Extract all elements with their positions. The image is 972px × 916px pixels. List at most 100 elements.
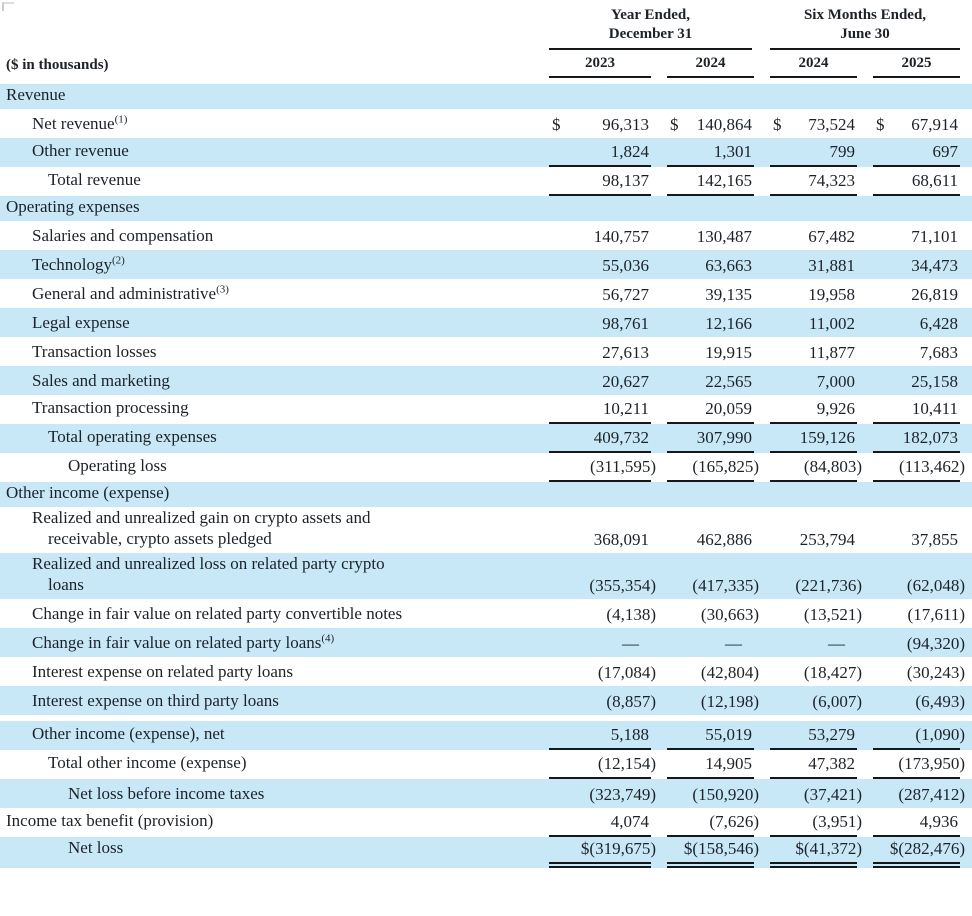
footnote-ref: (4) [321, 632, 335, 645]
value-cell: 1,824 [539, 141, 657, 167]
value-inner: 19,958 [770, 284, 857, 308]
row-label: Total operating expenses [0, 426, 539, 453]
value-inner: (113,462) [873, 456, 965, 482]
value-cell: (8,857) [539, 691, 657, 715]
value-inner: 20,059 [667, 398, 754, 424]
value-cell: 98,137 [539, 170, 657, 196]
value-cell: — [760, 633, 863, 657]
value-inner: $67,914 [873, 114, 960, 138]
value-inner: 142,165 [667, 170, 754, 196]
value-cell: 68,611 [863, 170, 972, 196]
value-text: 19,915 [705, 343, 752, 362]
value-inner: 22,565 [667, 371, 754, 395]
value-text: (12,198) [700, 692, 759, 711]
value-inner: 14,905 [667, 753, 754, 779]
value-text: — [622, 634, 639, 653]
value-cell: 140,757 [539, 226, 657, 250]
value-inner: 27,613 [549, 342, 651, 366]
value-inner: 10,211 [549, 398, 651, 424]
value-text: (17,611) [907, 605, 965, 624]
value-text: 253,794 [799, 530, 855, 549]
value-text: 409,732 [593, 428, 649, 447]
row-label: Interest expense on third party loans [0, 690, 539, 715]
value-inner: 68,611 [873, 170, 960, 196]
value-text: 96,313 [602, 115, 649, 134]
row-label: Net loss before income taxes [0, 783, 539, 808]
value-inner: 39,135 [667, 284, 754, 308]
value-text: (3,951) [812, 812, 862, 831]
row-label: Change in fair value on related party co… [0, 603, 539, 628]
value-inner: $(41,372) [770, 838, 862, 868]
row-label-text: Realized and unrealized loss on related … [32, 554, 385, 573]
value-inner: (94,320) [873, 633, 965, 657]
row-label-text: Technology [32, 255, 113, 274]
value-text: 37,855 [911, 530, 958, 549]
header-spacer [0, 6, 539, 50]
value-inner: 307,990 [667, 427, 754, 453]
value-text: 7,683 [919, 343, 958, 362]
value-cell: (113,462) [863, 456, 972, 482]
row-label-text-line2: receivable, crypto assets pledged [48, 529, 272, 548]
value-text: (37,421) [803, 785, 862, 804]
value-cell: 4,936 [863, 811, 972, 837]
value-inner: 462,886 [667, 529, 754, 553]
value-inner: 63,663 [667, 255, 754, 279]
value-inner: (13,521) [770, 604, 862, 628]
row-label-text: Legal expense [32, 313, 130, 332]
value-text: 67,482 [808, 227, 855, 246]
row-label: Transaction losses [0, 341, 539, 366]
table-row: Sales and marketing 20,627 22,565 7,000 25,1… [0, 366, 972, 395]
value-text: 34,473 [911, 256, 958, 275]
value-cell: $(158,546) [657, 838, 760, 868]
column-header-2024: 2024 [657, 55, 760, 78]
value-text: (311,595) [590, 457, 656, 476]
value-inner: (8,857) [549, 691, 656, 715]
value-inner: 7,683 [873, 342, 960, 366]
units-label: ($ in thousands) [6, 57, 109, 73]
value-cell: $96,313 [539, 114, 657, 138]
row-label-text: General and administrative [32, 284, 217, 303]
value-inner: (37,421) [770, 784, 862, 808]
value-inner: (1,090) [873, 724, 965, 750]
value-inner: $96,313 [549, 114, 651, 138]
value-inner: (311,595) [549, 456, 656, 482]
row-label-text-line2: loans [48, 575, 84, 594]
value-text: (417,335) [692, 576, 759, 595]
row-label: Technology(2) [0, 254, 539, 279]
value-inner: 20,627 [549, 371, 651, 395]
row-label-text: Salaries and compensation [32, 226, 214, 245]
section-row: Revenue [0, 84, 972, 109]
group-title-line1: Six Months Ended, [803, 7, 927, 23]
value-inner: 6,428 [873, 313, 960, 337]
value-text: (13,521) [803, 605, 862, 624]
value-text: (62,048) [906, 576, 965, 595]
value-text: 697 [932, 142, 959, 161]
row-label: General and administrative(3) [0, 283, 539, 308]
value-text: (94,320) [906, 634, 965, 653]
value-text: 4,074 [610, 812, 649, 831]
value-inner: 12,166 [667, 313, 754, 337]
table-row: Change in fair value on related party co… [0, 599, 972, 628]
value-cell: $67,914 [863, 114, 972, 138]
footnote-ref: (1) [114, 113, 128, 126]
value-cell: (12,198) [657, 691, 760, 715]
table-row: Change in fair value on related party lo… [0, 628, 972, 657]
value-inner: (287,412) [873, 784, 965, 808]
value-cell: 71,101 [863, 226, 972, 250]
value-inner: 67,482 [770, 226, 857, 250]
row-label-text: Net loss before income taxes [68, 784, 265, 803]
value-inner: 53,279 [770, 724, 857, 750]
value-cell: (7,626) [657, 811, 760, 837]
value-cell: (18,427) [760, 662, 863, 686]
value-text: 56,727 [602, 285, 649, 304]
value-cell: 9,926 [760, 398, 863, 424]
row-label-text: Total revenue [48, 170, 141, 189]
value-text: 11,002 [808, 314, 855, 333]
value-text: 74,323 [808, 171, 855, 190]
footnote-ref: (2) [112, 254, 125, 267]
value-text: (30,243) [906, 663, 965, 682]
row-label-text: Other income (expense), net [32, 724, 225, 743]
value-text: 63,663 [705, 256, 752, 275]
table-row: Other revenue 1,824 1,301 799 697 [0, 138, 972, 167]
row-label: Revenue [0, 84, 972, 109]
